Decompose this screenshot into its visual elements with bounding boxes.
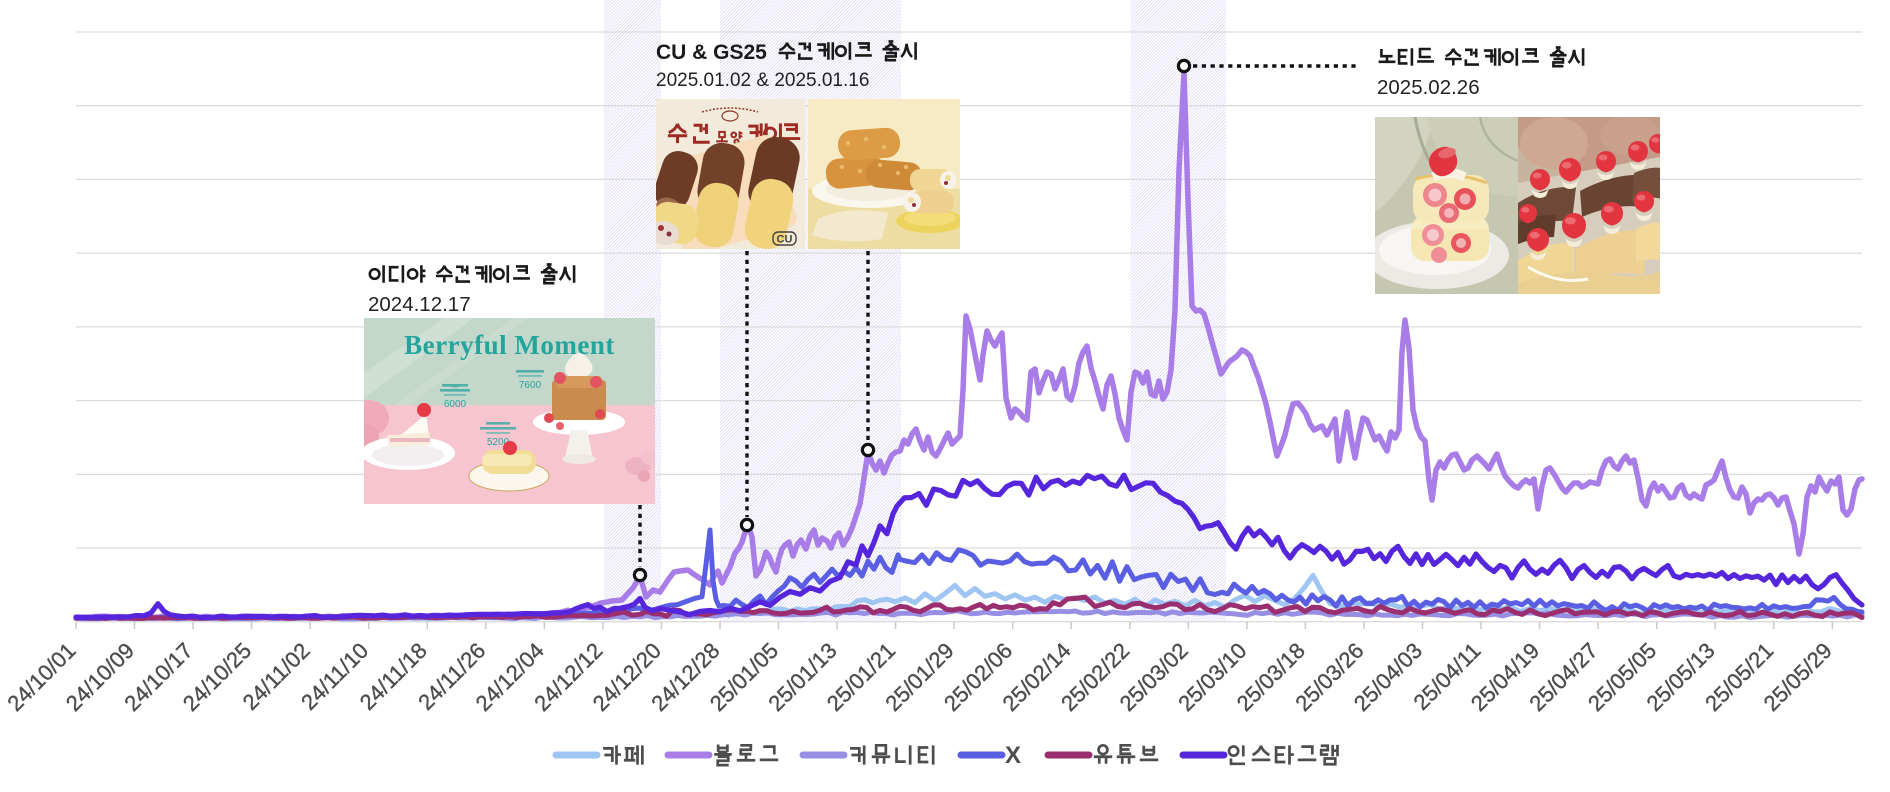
svg-text:2024.12.17: 2024.12.17 xyxy=(368,293,471,316)
svg-text:2025.02.26: 2025.02.26 xyxy=(1377,76,1480,99)
svg-text:6000: 6000 xyxy=(444,399,467,410)
svg-text:2025.01.02 & 2025.01.16: 2025.01.02 & 2025.01.16 xyxy=(656,70,869,91)
svg-text:X: X xyxy=(1005,742,1021,769)
svg-text:CU & GS25: CU & GS25 xyxy=(656,41,767,64)
svg-text:5200: 5200 xyxy=(487,437,510,448)
svg-text:7600: 7600 xyxy=(519,380,542,391)
svg-text:CU: CU xyxy=(777,234,793,246)
